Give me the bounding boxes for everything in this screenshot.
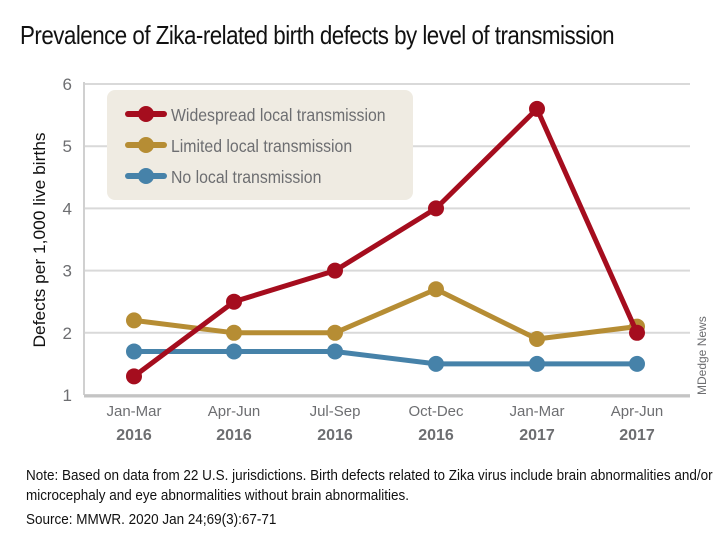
x-tick-label: 2016 [116, 427, 152, 444]
legend-label: Widespread local transmission [171, 105, 386, 125]
note-text: Based on data from 22 U.S. jurisdictions… [26, 468, 713, 504]
x-tick-label: Jul-Sep [310, 403, 361, 420]
y-axis-label: Defects per 1,000 live births [30, 133, 49, 348]
x-tick-label: 2016 [317, 427, 353, 444]
data-point [126, 368, 142, 385]
data-point [226, 343, 242, 360]
x-tick-label: Apr-Jun [208, 403, 261, 420]
y-tick-label: 1 [63, 386, 72, 405]
series-line [133, 286, 638, 342]
data-point [529, 355, 545, 372]
data-point [327, 262, 343, 279]
data-point [629, 324, 645, 341]
data-point [428, 200, 444, 217]
legend-label: No local transmission [171, 167, 321, 187]
y-tick-label: 4 [63, 199, 72, 218]
data-point [629, 355, 645, 372]
x-tick-label: 2017 [519, 427, 555, 444]
series-line [132, 106, 640, 379]
data-point [226, 293, 242, 310]
data-point [327, 324, 343, 341]
chart-source: Source: MMWR. 2020 Jan 24;69(3):67-71 [26, 512, 276, 528]
y-tick-label: 5 [63, 137, 72, 156]
y-tick-label: 6 [63, 75, 72, 94]
y-tick-label: 2 [63, 324, 72, 343]
chart-note: Note: Based on data from 22 U.S. jurisdi… [26, 466, 714, 506]
series-line [134, 348, 637, 367]
x-tick-label: 2017 [619, 427, 655, 444]
data-point [126, 343, 142, 360]
data-point [529, 100, 545, 117]
note-label: Note: [26, 468, 59, 484]
legend-swatch-marker [138, 137, 154, 153]
x-tick-label: Jan-Mar [509, 403, 564, 420]
data-point [428, 355, 444, 372]
chart-title: Prevalence of Zika-related birth defects… [20, 20, 615, 50]
source-label: Source: [26, 512, 73, 528]
x-tick-label: 2016 [216, 427, 252, 444]
legend-label: Limited local transmission [171, 136, 352, 156]
data-point [126, 312, 142, 329]
data-point [327, 343, 343, 360]
source-text: MMWR. 2020 Jan 24;69(3):67-71 [72, 512, 277, 528]
data-point [226, 324, 242, 341]
credit-label: MDedge News [695, 316, 709, 395]
x-tick-label: Apr-Jun [611, 403, 664, 420]
x-tick-label: 2016 [418, 427, 454, 444]
x-tick-label: Jan-Mar [106, 403, 161, 420]
legend-box [107, 90, 413, 200]
data-point [529, 331, 545, 348]
data-point [428, 281, 444, 298]
y-tick-label: 3 [63, 262, 72, 281]
legend-swatch-marker [138, 106, 154, 122]
legend-swatch-marker [138, 168, 154, 184]
x-tick-label: Oct-Dec [408, 403, 464, 420]
